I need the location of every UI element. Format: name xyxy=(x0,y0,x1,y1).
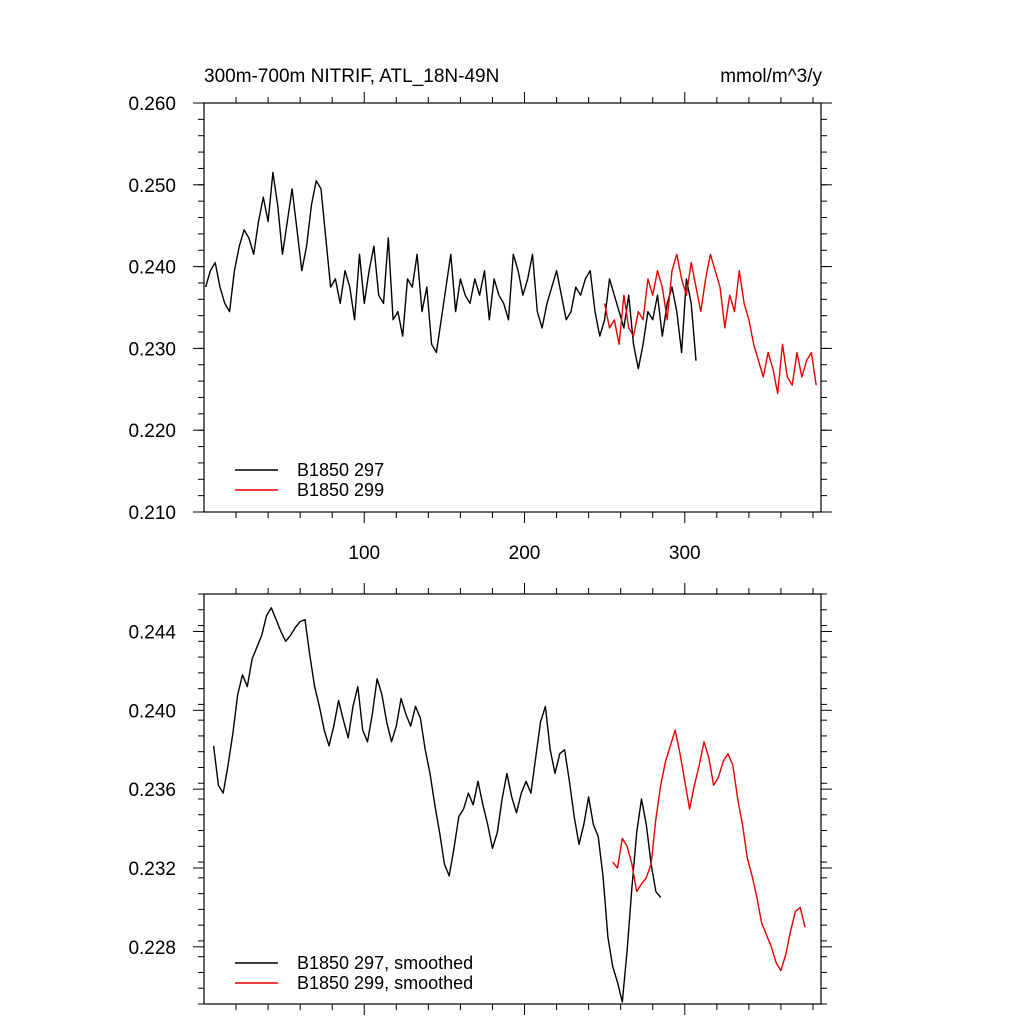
chart-title: 300m-700m NITRIF, ATL_18N-49N xyxy=(204,66,499,87)
y-tick-label: 0.220 xyxy=(128,421,176,442)
series-line-1 xyxy=(212,607,662,1003)
y-tick-label: 0.230 xyxy=(128,339,176,360)
top-panel: 300m-700m NITRIF, ATL_18N-49N mmol/m^3/y… xyxy=(128,66,832,564)
y-tick-label: 0.244 xyxy=(128,622,176,643)
legend-label: B1850 299 xyxy=(297,480,384,500)
x-tick-label: 300 xyxy=(669,543,701,564)
series-line-1 xyxy=(204,171,697,370)
y-tick-label: 0.232 xyxy=(128,859,176,880)
legend-label: B1850 299, smoothed xyxy=(297,973,473,993)
y-tick-label: 0.236 xyxy=(128,780,176,801)
y-tick-label: 0.228 xyxy=(128,938,176,959)
bottom-panel: 0.228 0.232 0.236 0.240 0.244 B1850 297, smo… xyxy=(128,583,832,1015)
series-line-2 xyxy=(603,253,817,395)
y-tick-label: 0.250 xyxy=(128,176,176,197)
x-tick-label: 100 xyxy=(348,543,380,564)
x-tick-label: 200 xyxy=(509,543,541,564)
y-tick-label: 0.260 xyxy=(128,94,176,115)
y-tick-label: 0.210 xyxy=(128,503,176,524)
legend-label: B1850 297, smoothed xyxy=(297,953,473,973)
y-tick-label: 0.240 xyxy=(128,258,176,279)
y-tick-label: 0.240 xyxy=(128,701,176,722)
plot-frame xyxy=(203,102,822,513)
series-line-2 xyxy=(612,729,806,972)
plot-frame xyxy=(203,593,822,1005)
legend-label: B1850 297 xyxy=(297,460,384,480)
chart-units: mmol/m^3/y xyxy=(720,66,822,87)
